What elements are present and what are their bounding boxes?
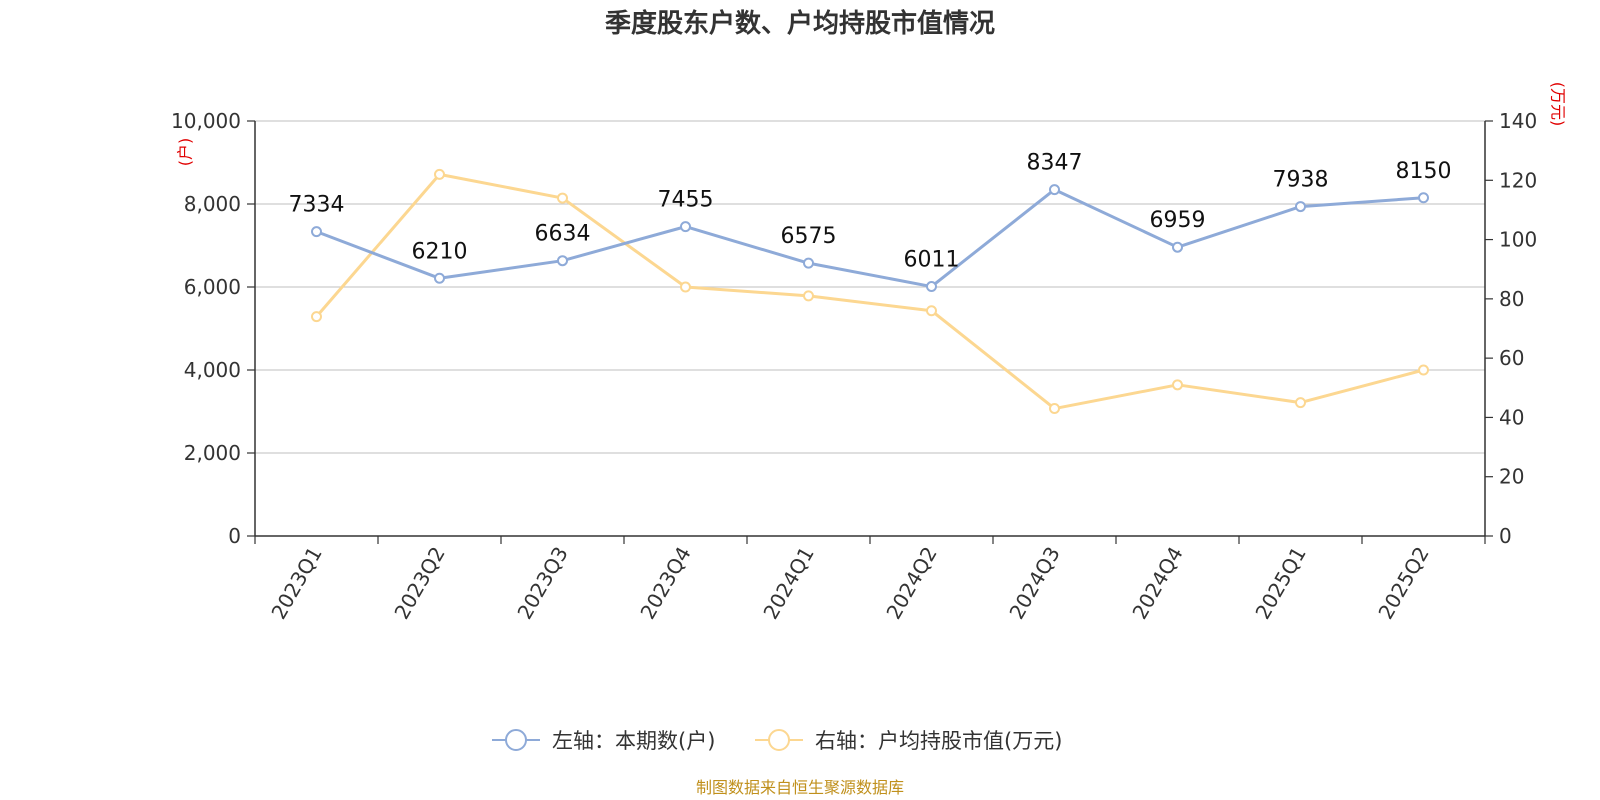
x-axis-tick-label: 2024Q4 xyxy=(1127,543,1187,624)
legend-item-left-series[interactable]: 左轴：本期数(户) xyxy=(492,729,715,753)
left-axis-tick-label: 2,000 xyxy=(184,441,241,465)
right-axis-tick-label: 40 xyxy=(1499,405,1524,429)
data-labels: 7334 6210 6634 7455 6575 6011 8347 6959 7938 8150 xyxy=(289,151,1452,273)
series-point-right xyxy=(1172,379,1183,391)
left-axis-tick-label: 6,000 xyxy=(184,275,241,299)
x-axis-tick-label: 2023Q1 xyxy=(266,543,326,624)
series-point-left xyxy=(311,226,322,238)
series-point-left xyxy=(680,221,691,233)
legend-item-right-series[interactable]: 右轴：户均持股市值(万元) xyxy=(755,729,1062,753)
data-label: 6011 xyxy=(904,248,960,273)
series-point-left xyxy=(1295,201,1306,213)
right-axis-tick-label: 60 xyxy=(1499,346,1524,370)
series-line-left xyxy=(315,188,1424,289)
data-label: 8150 xyxy=(1396,159,1452,184)
series-point-left xyxy=(1418,192,1429,204)
data-label: 7938 xyxy=(1273,168,1329,193)
series-point-right xyxy=(1295,397,1306,409)
series-point-right xyxy=(434,168,445,180)
series-point-right xyxy=(803,290,814,302)
x-axis-tick-label: 2023Q2 xyxy=(389,543,449,624)
series-point-right xyxy=(557,192,568,204)
x-axis-tick-label: 2024Q1 xyxy=(758,543,818,624)
legend-marker-right xyxy=(768,729,790,751)
axes: 0 2,000 4,000 6,000 8,000 10,000 0 20 40 60 80 100 1… xyxy=(171,109,1537,623)
x-axis-tick-label: 2023Q3 xyxy=(512,543,572,624)
series-point-right xyxy=(1049,403,1060,415)
series-point-left xyxy=(1049,184,1060,196)
right-axis-tick-label: 140 xyxy=(1499,109,1537,133)
data-label: 6959 xyxy=(1150,208,1206,233)
data-label: 6634 xyxy=(535,222,591,247)
left-axis-tick-label: 8,000 xyxy=(184,192,241,216)
series-layer xyxy=(311,168,1429,415)
source-note: 制图数据来自恒生聚源数据库 xyxy=(696,778,904,797)
right-axis-tick-label: 80 xyxy=(1499,287,1524,311)
x-axis-tick-label: 2023Q4 xyxy=(635,543,695,624)
right-axis-tick-label: 20 xyxy=(1499,465,1524,489)
right-axis-tick-label: 100 xyxy=(1499,228,1537,252)
x-axis-tick-label: 2024Q2 xyxy=(881,543,941,624)
series-point-right xyxy=(311,311,322,323)
left-axis-unit: (户) xyxy=(176,138,195,167)
series-point-right xyxy=(680,281,691,293)
legend[interactable]: 左轴：本期数(户) 右轴：户均持股市值(万元) xyxy=(492,729,1062,753)
left-axis-tick-label: 0 xyxy=(228,524,241,548)
series-point-left xyxy=(803,257,814,269)
left-axis-tick-label: 10,000 xyxy=(171,109,241,133)
legend-label-right: 右轴：户均持股市值(万元) xyxy=(815,729,1062,753)
data-label: 7334 xyxy=(289,193,345,218)
grid-lines xyxy=(255,120,1485,454)
left-axis-tick-label: 4,000 xyxy=(184,358,241,382)
data-label: 6575 xyxy=(781,224,837,249)
data-label: 7455 xyxy=(658,188,714,213)
x-axis-tick-label: 2025Q2 xyxy=(1373,543,1433,624)
right-axis-tick-label: 120 xyxy=(1499,168,1537,192)
legend-label-left: 左轴：本期数(户) xyxy=(552,729,715,753)
series-point-left xyxy=(557,255,568,267)
series-point-left xyxy=(926,281,937,293)
right-axis-tick-label: 0 xyxy=(1499,524,1512,548)
x-axis-tick-label: 2025Q1 xyxy=(1250,543,1310,624)
series-point-right xyxy=(1418,364,1429,376)
series-point-left xyxy=(1172,241,1183,253)
data-label: 8347 xyxy=(1027,151,1083,176)
chart-title: 季度股东户数、户均持股市值情况 xyxy=(605,8,995,39)
legend-marker-left xyxy=(505,729,527,751)
series-line-right xyxy=(315,172,1424,411)
series-point-left xyxy=(434,272,445,284)
series-point-right xyxy=(926,305,937,317)
right-axis-unit: (万元) xyxy=(1549,82,1568,127)
data-label: 6210 xyxy=(412,239,468,264)
x-axis-tick-label: 2024Q3 xyxy=(1004,543,1064,624)
